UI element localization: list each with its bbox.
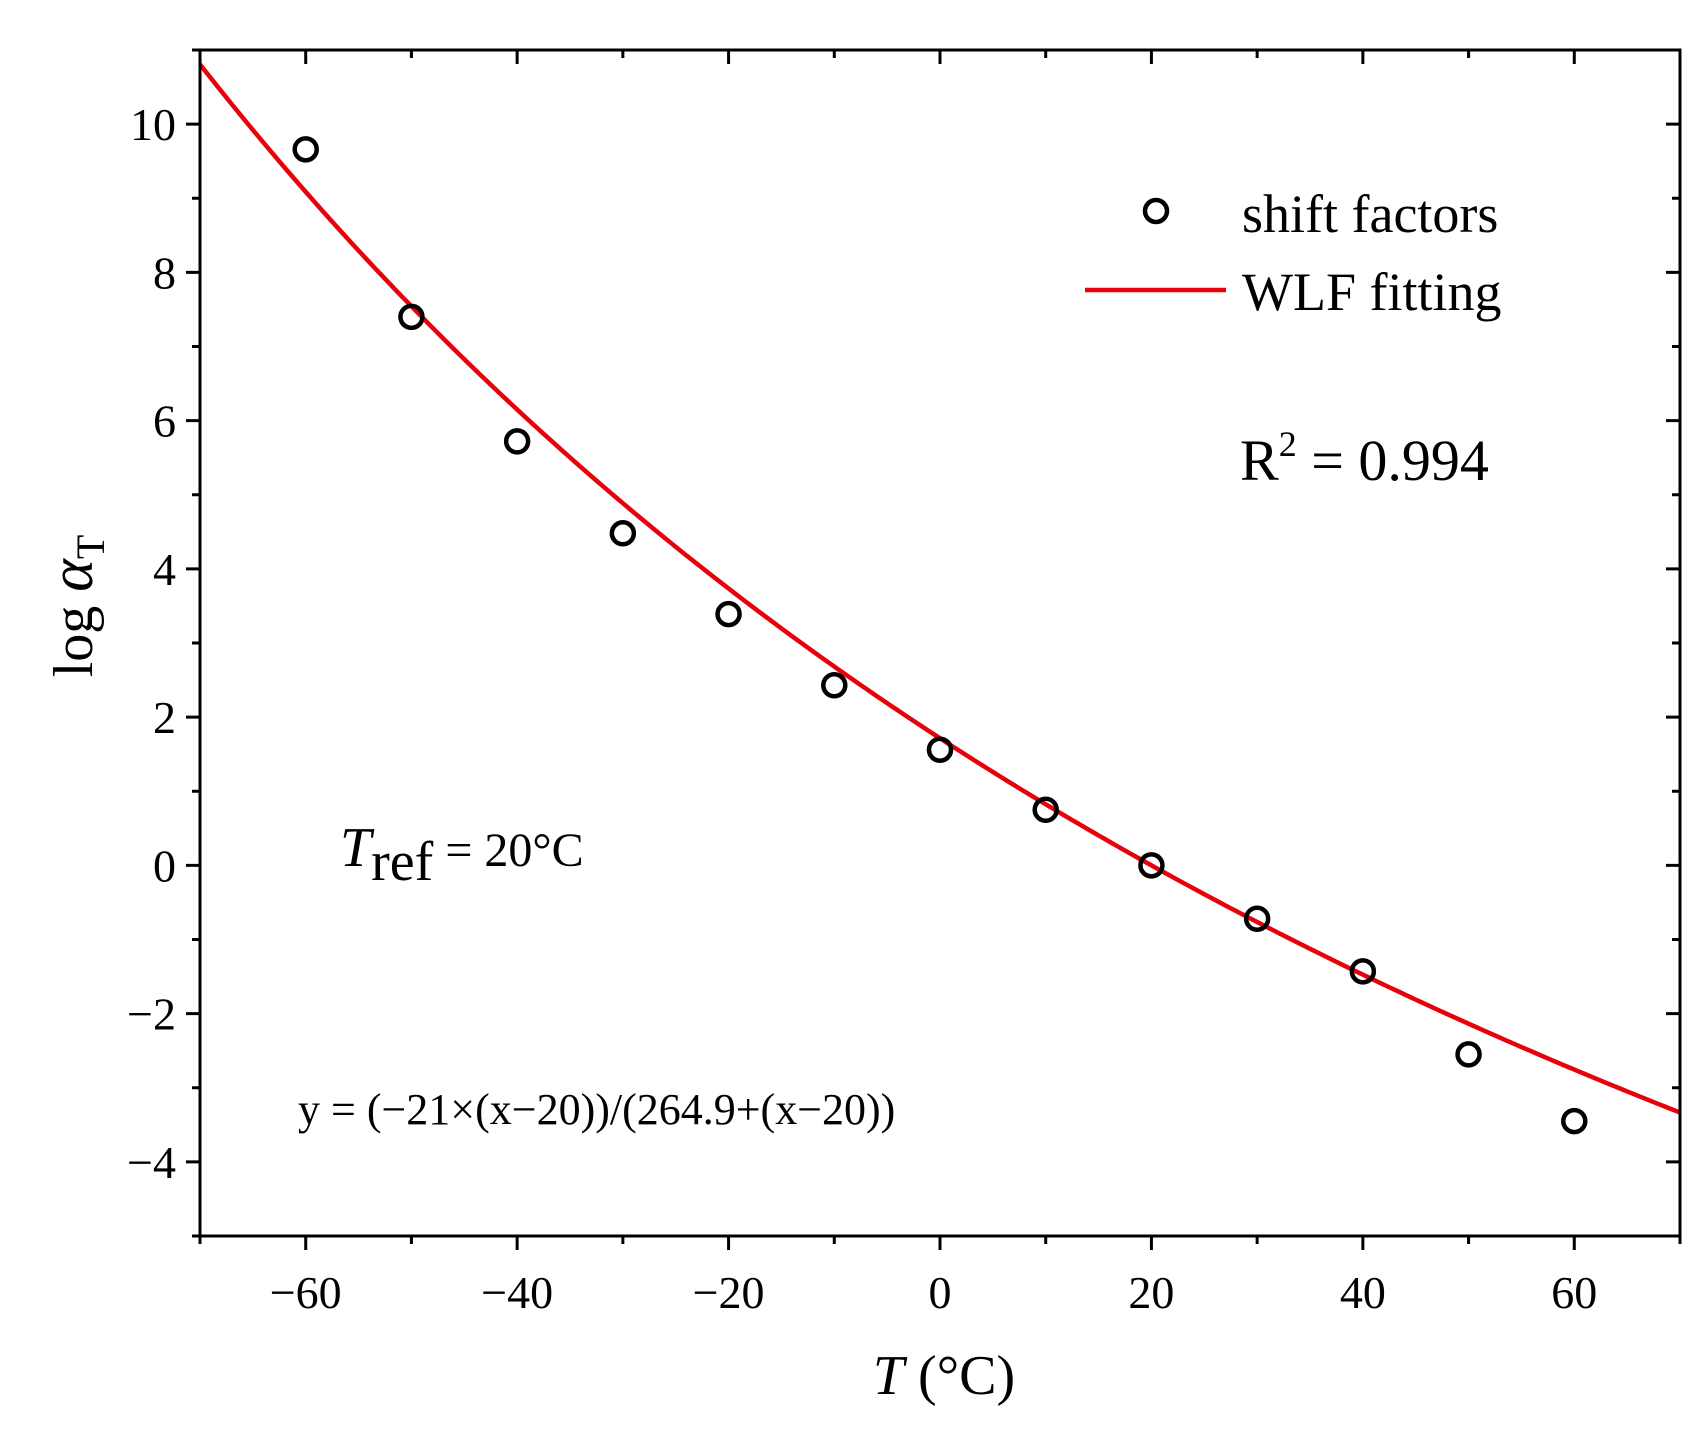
tref-annotation: Tref = 20°C xyxy=(340,817,584,893)
x-tick-label: −20 xyxy=(693,1267,765,1318)
legend-label-shift-factors: shift factors xyxy=(1242,184,1498,244)
y-tick-label: 6 xyxy=(153,396,176,447)
shift-factor-point xyxy=(503,428,531,455)
x-tick-label: 60 xyxy=(1551,1267,1597,1318)
y-tick-label: −4 xyxy=(127,1137,176,1188)
shift-factor-point xyxy=(715,600,742,628)
y-tick-label: 10 xyxy=(130,99,176,150)
shift-factor-point xyxy=(1243,905,1271,932)
shift-factor-point xyxy=(292,136,319,163)
x-tick-label: 40 xyxy=(1340,1267,1386,1318)
x-tick-labels: −60 −40 −20 0 20 40 60 xyxy=(270,1267,1598,1318)
shift-factor-point xyxy=(926,736,954,763)
y-tick-label: 0 xyxy=(153,840,176,891)
shift-factor-point xyxy=(821,672,848,699)
y-tick-label: 8 xyxy=(153,247,176,298)
y-tick-label: 2 xyxy=(153,692,176,743)
y-tick-label: −2 xyxy=(127,989,176,1040)
x-tick-label: −60 xyxy=(270,1267,342,1318)
shift-factor-point xyxy=(609,520,637,547)
y-axis-title: log αT xyxy=(38,535,113,678)
shift-factor-point xyxy=(398,303,425,331)
r-squared-annotation: R2 = 0.994 xyxy=(1240,424,1489,493)
shift-factor-point xyxy=(1032,796,1059,824)
shift-factor-point xyxy=(1455,1041,1482,1068)
shift-factor-points-layer xyxy=(292,136,1588,1135)
x-axis-title: T (°C) xyxy=(873,1345,1015,1407)
axis-ticks-layer xyxy=(186,48,1682,1250)
y-tick-label: 4 xyxy=(153,544,176,595)
equation-annotation: y = (−21×(x−20))/(264.9+(x−20)) xyxy=(298,1085,895,1134)
shift-factor-point xyxy=(1138,852,1165,879)
legend: shift factors WLF fitting xyxy=(1085,184,1501,322)
x-tick-label: −40 xyxy=(481,1267,553,1318)
y-tick-labels: −4 −2 0 2 4 6 8 10 xyxy=(127,99,176,1188)
legend-marker-circle xyxy=(1142,197,1170,225)
legend-label-wlf-fitting: WLF fitting xyxy=(1242,262,1501,322)
shift-factor-point xyxy=(1561,1107,1588,1135)
shift-factor-point xyxy=(1349,958,1377,985)
x-tick-label: 20 xyxy=(1128,1267,1174,1318)
x-tick-label: 0 xyxy=(929,1267,952,1318)
